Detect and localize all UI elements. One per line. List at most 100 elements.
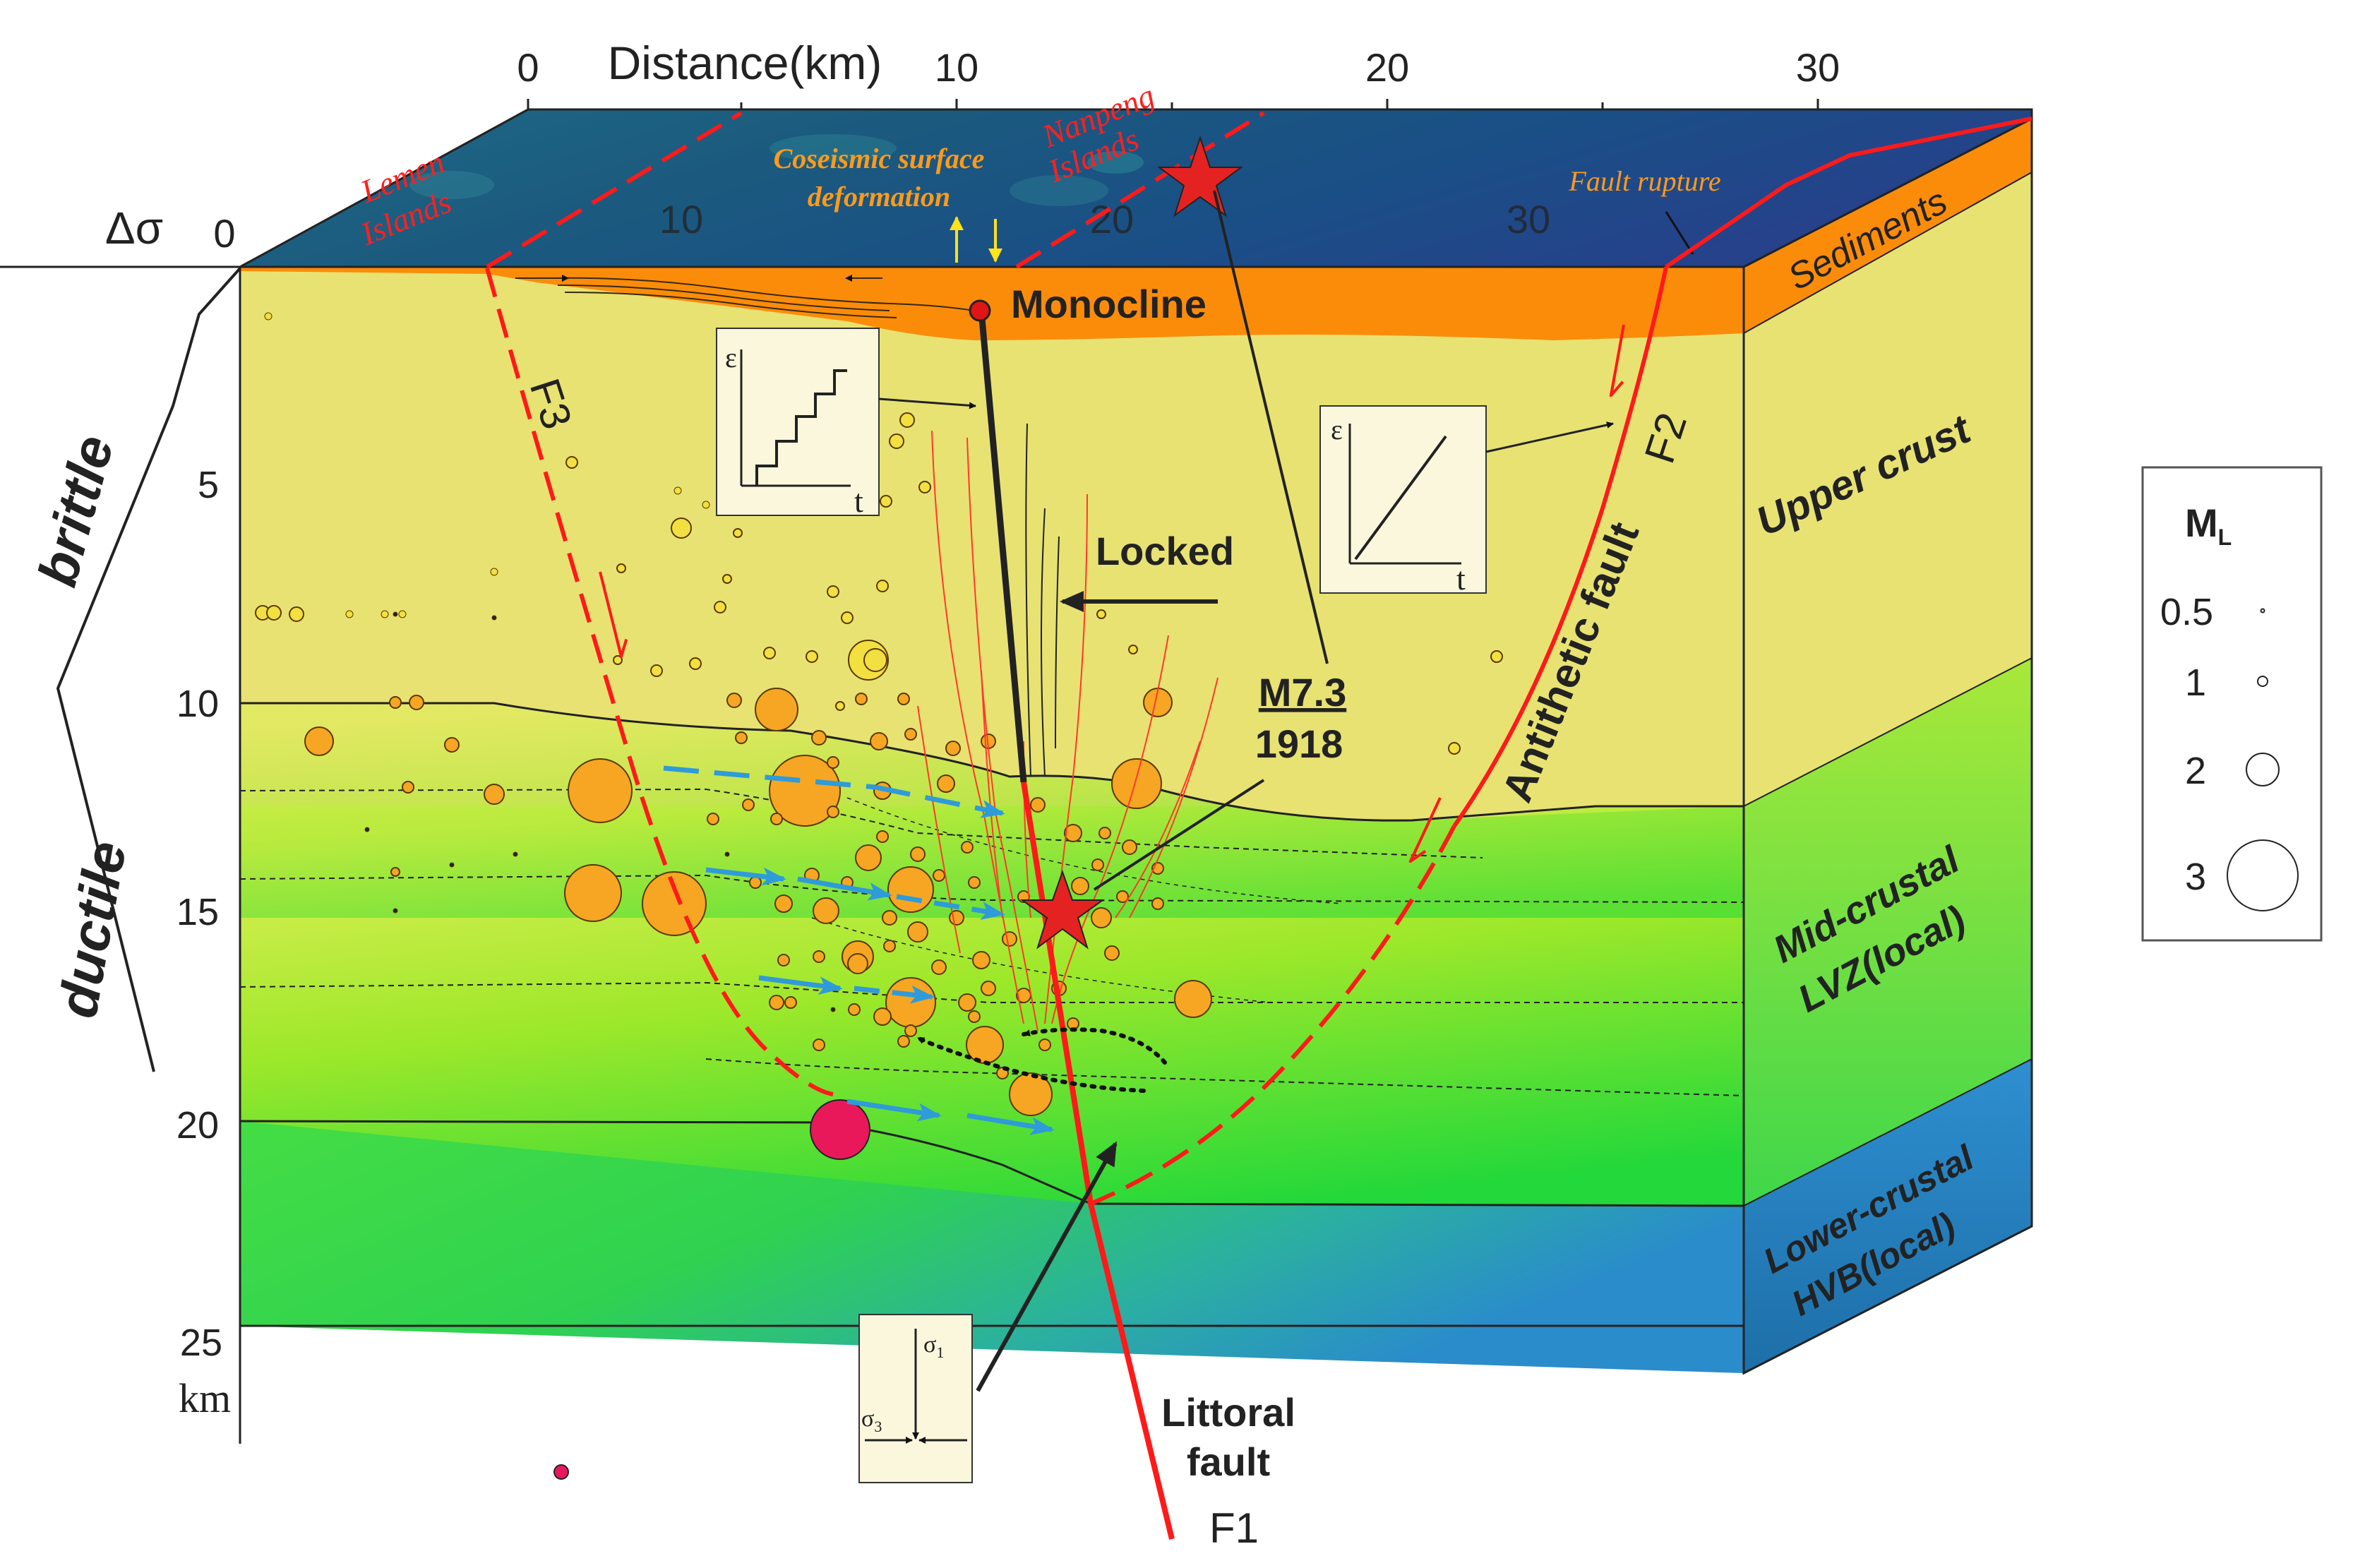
quake-event bbox=[266, 605, 282, 621]
quake-event bbox=[393, 611, 398, 617]
sediment-layer bbox=[240, 267, 1744, 340]
quake-event bbox=[1122, 839, 1137, 855]
quake-event bbox=[763, 647, 776, 659]
littoral-label-2: fault bbox=[1187, 1440, 1270, 1484]
top-distance-axis: 0 Distance(km) 10 20 30 bbox=[517, 37, 2032, 111]
quake-event bbox=[1490, 650, 1503, 663]
front-axis-tick-30: 30 bbox=[1507, 197, 1550, 241]
ductile-label: ductile bbox=[46, 837, 138, 1022]
quake-event bbox=[364, 827, 370, 832]
quake-event bbox=[616, 563, 626, 573]
depth-tick-20: 20 bbox=[176, 1104, 219, 1147]
quake-event bbox=[1174, 980, 1212, 1018]
quake-event bbox=[1104, 945, 1120, 961]
quake-event bbox=[755, 688, 798, 731]
quake-event bbox=[806, 650, 818, 663]
quake-event bbox=[671, 517, 692, 539]
quake-event bbox=[726, 693, 742, 708]
quake-event bbox=[650, 664, 663, 677]
quake-event bbox=[777, 954, 790, 966]
quake-event bbox=[907, 921, 928, 942]
quake-event bbox=[1002, 931, 1017, 947]
quake-event bbox=[961, 841, 974, 854]
locked-label: Locked bbox=[1096, 529, 1234, 573]
quake-event bbox=[381, 610, 389, 618]
stepwise-strain-ylabel: ε bbox=[725, 342, 737, 373]
block-side-face bbox=[1742, 116, 2033, 1375]
quake-event bbox=[742, 798, 755, 811]
seismicity-cluster bbox=[255, 312, 1503, 1160]
quake-event bbox=[876, 580, 889, 592]
quake-event bbox=[714, 601, 726, 614]
quake-event bbox=[933, 869, 945, 882]
quake-event bbox=[707, 813, 719, 825]
splay-faults bbox=[917, 430, 1219, 1031]
quake-event bbox=[1071, 877, 1089, 895]
quake-year: 1918 bbox=[1255, 722, 1343, 766]
quake-event bbox=[863, 648, 887, 672]
quake-event bbox=[937, 774, 955, 793]
quake-event bbox=[1038, 1039, 1051, 1051]
quake-event bbox=[613, 655, 623, 665]
quake-event bbox=[484, 784, 505, 805]
quake-event bbox=[449, 862, 455, 868]
quake-event bbox=[855, 693, 868, 705]
quake-event bbox=[770, 813, 783, 825]
linear-strain-ylabel: ε bbox=[1331, 414, 1343, 445]
quake-event bbox=[642, 871, 707, 936]
quake-event bbox=[564, 864, 622, 922]
quake-event bbox=[1448, 742, 1461, 755]
quake-event bbox=[1091, 858, 1104, 871]
quake-event bbox=[702, 501, 710, 509]
front-axis-tick-10: 10 bbox=[659, 197, 703, 241]
quake-event bbox=[1009, 1072, 1053, 1116]
legend-entries: 0.5 1 2 3 bbox=[2160, 591, 2299, 911]
dotted-flow-arrows bbox=[916, 1027, 1167, 1093]
top-axis-tick-20: 20 bbox=[1365, 45, 1409, 90]
quake-event bbox=[689, 657, 702, 670]
quake-event bbox=[887, 866, 934, 913]
quake-event bbox=[904, 1024, 917, 1037]
coseismic-label-2: deformation bbox=[808, 181, 950, 213]
quake-event bbox=[345, 610, 354, 618]
quake-event bbox=[883, 940, 896, 952]
block-top-face bbox=[239, 108, 2033, 268]
depth-axis: 5 10 15 20 25 km bbox=[176, 267, 241, 1444]
quake-event bbox=[972, 951, 990, 969]
top-axis-title: Distance(km) bbox=[608, 37, 882, 89]
quake-event bbox=[841, 611, 854, 624]
quake-event bbox=[835, 701, 845, 711]
quake-event bbox=[847, 953, 868, 974]
quake-event bbox=[513, 851, 518, 857]
depth-tick-15: 15 bbox=[176, 891, 219, 933]
stress-profile: brittle ductile bbox=[25, 267, 241, 1072]
depth-unit: km bbox=[179, 1375, 231, 1421]
legend-circle-3 bbox=[2246, 753, 2280, 786]
quake-event bbox=[880, 495, 892, 508]
hypocenter-star bbox=[1019, 869, 1106, 950]
quake-event bbox=[827, 806, 839, 818]
quake-event bbox=[490, 568, 498, 576]
quake-event bbox=[813, 897, 839, 924]
quake-event bbox=[393, 908, 398, 914]
legend-label-3: 2 bbox=[2185, 750, 2206, 792]
surface-epicenter-star bbox=[1156, 135, 1244, 217]
stepwise-strain-xlabel: t bbox=[854, 483, 863, 519]
linear-strain-inset: ε t bbox=[1319, 405, 1614, 597]
quake-event bbox=[968, 1010, 981, 1023]
legend-label-2: 1 bbox=[2185, 662, 2206, 704]
sigma3-label: σ3 bbox=[861, 1406, 882, 1435]
sigma1-label: σ1 bbox=[923, 1331, 944, 1361]
quake-event bbox=[1128, 645, 1138, 654]
quake-event bbox=[813, 950, 825, 963]
quake-event bbox=[733, 528, 743, 538]
quake-event bbox=[735, 731, 748, 744]
legend-label-1: 0.5 bbox=[2160, 591, 2213, 633]
monocline-fold-lines bbox=[515, 275, 975, 318]
fault-rupture-label: Fault rupture bbox=[1568, 165, 1720, 197]
compression-arrow bbox=[976, 1141, 1118, 1392]
quake-event bbox=[968, 876, 981, 889]
front-axis-tick-20: 20 bbox=[1090, 197, 1134, 241]
magnitude-legend: ML 0.5 1 2 3 bbox=[2141, 466, 2323, 942]
quake-event bbox=[899, 412, 915, 428]
